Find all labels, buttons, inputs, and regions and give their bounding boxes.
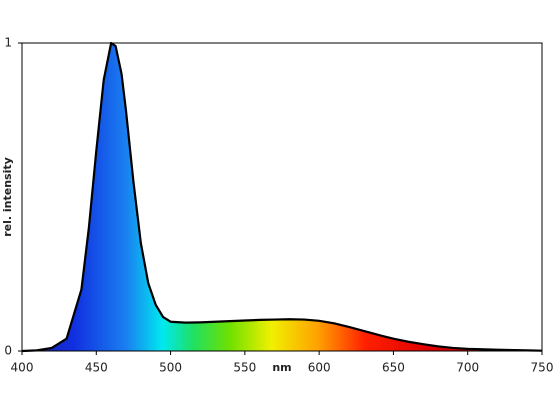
x-tick-label: 450 bbox=[85, 361, 108, 375]
plot-frame bbox=[21, 42, 543, 352]
x-tick-label: 700 bbox=[456, 361, 479, 375]
y-tick-label: 1 bbox=[4, 36, 12, 50]
x-tick-label: 550 bbox=[233, 361, 256, 375]
x-tick-label: 750 bbox=[531, 361, 554, 375]
y-axis-label: rel. intensity bbox=[1, 157, 14, 237]
x-tick-label: 650 bbox=[382, 361, 405, 375]
x-tick-label: 400 bbox=[11, 361, 34, 375]
spectrum-fill bbox=[22, 43, 542, 351]
x-tick-label: 600 bbox=[308, 361, 331, 375]
spectrum-line bbox=[21, 41, 543, 353]
x-axis-label: nm bbox=[272, 361, 291, 374]
y-tick-label: 0 bbox=[4, 344, 12, 358]
x-tick-label: 500 bbox=[159, 361, 182, 375]
